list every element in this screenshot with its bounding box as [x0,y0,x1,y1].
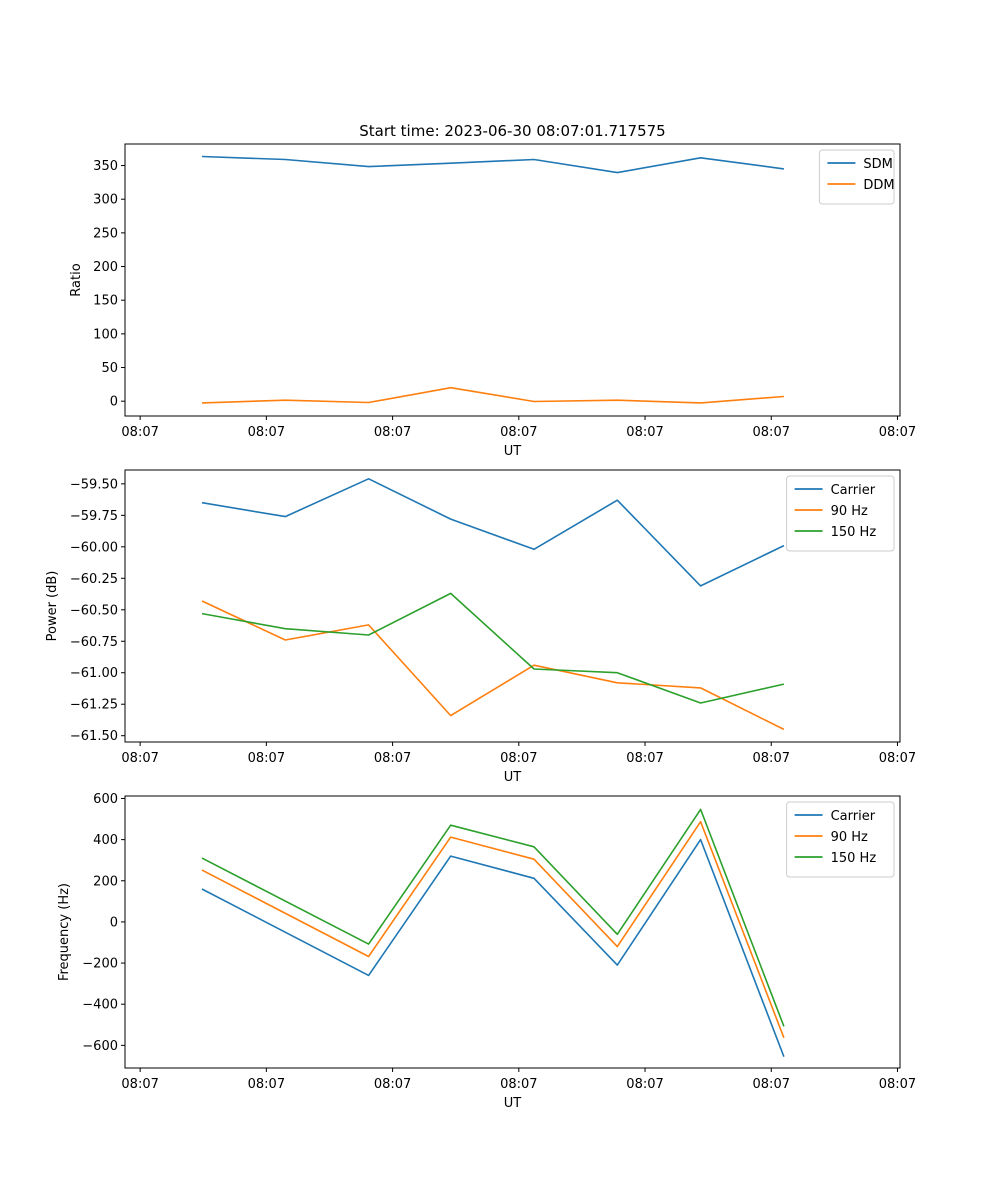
x-tick-label: 08:07 [879,425,916,440]
y-tick-label: 400 [93,833,118,848]
y-tick-label: −200 [82,957,118,972]
y-tick-label: 600 [93,792,118,807]
y-tick-label: 100 [93,327,118,342]
y-tick-label: 300 [93,193,118,208]
x-tick-label: 08:07 [121,1077,158,1092]
x-tick-label: 08:07 [500,1077,537,1092]
legend-label: SDM [863,157,892,172]
series-line-sdm [201,155,785,174]
x-tick-label: 08:07 [121,751,158,766]
x-tick-label: 08:07 [248,425,285,440]
y-tick-label: −61.25 [70,698,118,713]
y-tick-label: −61.50 [70,729,118,744]
y-tick-label: −61.00 [70,666,118,681]
plot-panel-2: 08:07 08:07 08:07 08:07 08:07 08:07 08:07−61.5… [45,469,916,785]
y-tick-label: 200 [93,260,118,275]
x-tick-label: 08:07 [753,425,790,440]
axes-frame [124,143,901,417]
y-axis-label: Frequency (Hz) [57,883,72,981]
x-tick-label: 08:07 [248,751,285,766]
series-line-carrier [201,477,785,587]
legend-label: 90 Hz [831,830,868,845]
legend-label: 150 Hz [831,525,877,540]
x-tick-label: 08:07 [121,425,158,440]
x-tick-label: 08:07 [879,751,916,766]
series-line-ddm [201,386,784,404]
axes-frame [124,795,901,1069]
series-line-150-hz [201,592,785,704]
legend-label: 150 Hz [831,851,877,866]
y-tick-label: −60.50 [70,603,118,618]
legend-label: DDM [863,178,894,193]
y-tick-label: 200 [93,874,118,889]
legend: SDM DDM [818,149,895,205]
y-tick-label: −59.75 [70,509,118,524]
x-tick-label: 08:07 [626,1077,663,1092]
y-tick-label: 0 [110,915,118,930]
y-tick-label: 250 [93,226,118,241]
y-tick-label: −60.00 [70,540,118,555]
legend: Carrier 90 Hz 150 Hz [786,801,895,878]
y-axis-label: Ratio [69,263,84,296]
series-line-carrier [201,838,785,1057]
legend-label: 90 Hz [831,504,868,519]
x-tick-label: 08:07 [500,425,537,440]
plot-panel-1: 08:07 08:07 08:07 08:07 08:07 08:07 08:0705010… [69,143,916,459]
y-tick-label: −60.75 [70,635,118,650]
x-tick-label: 08:07 [753,751,790,766]
y-axis-label: Power (dB) [45,571,60,642]
legend-box [786,475,895,552]
x-tick-label: 08:07 [500,751,537,766]
y-tick-label: −59.50 [70,477,118,492]
y-tick-label: −400 [82,998,118,1013]
x-axis-label: UT [504,1096,522,1111]
series-line-90-hz [201,600,785,731]
y-tick-label: 50 [101,361,118,376]
figure-title: Start time: 2023-06-30 08:07:01.717575 [359,122,665,140]
x-axis-label: UT [504,770,522,785]
y-tick-label: 350 [93,159,118,174]
axes-frame [124,469,901,743]
x-tick-label: 08:07 [879,1077,916,1092]
series-line-150-hz [201,808,785,1027]
x-axis-label: UT [504,444,522,459]
y-tick-label: −600 [82,1039,118,1054]
x-tick-label: 08:07 [626,425,663,440]
x-tick-label: 08:07 [374,1077,411,1092]
legend-label: Carrier [831,809,876,824]
legend-label: Carrier [831,483,876,498]
x-tick-label: 08:07 [374,425,411,440]
x-tick-label: 08:07 [626,751,663,766]
plot-panel-3: 08:07 08:07 08:07 08:07 08:07 08:07 08:07 −600 −… [57,792,916,1111]
series-line-90-hz [201,820,785,1039]
x-tick-label: 08:07 [753,1077,790,1092]
x-tick-label: 08:07 [374,751,411,766]
y-tick-label: 0 [110,395,118,410]
y-tick-label: 150 [93,294,118,309]
legend: Carrier 90 Hz 150 Hz [786,475,895,552]
y-tick-label: −60.25 [70,572,118,587]
legend-box [786,801,895,878]
x-tick-label: 08:07 [248,1077,285,1092]
